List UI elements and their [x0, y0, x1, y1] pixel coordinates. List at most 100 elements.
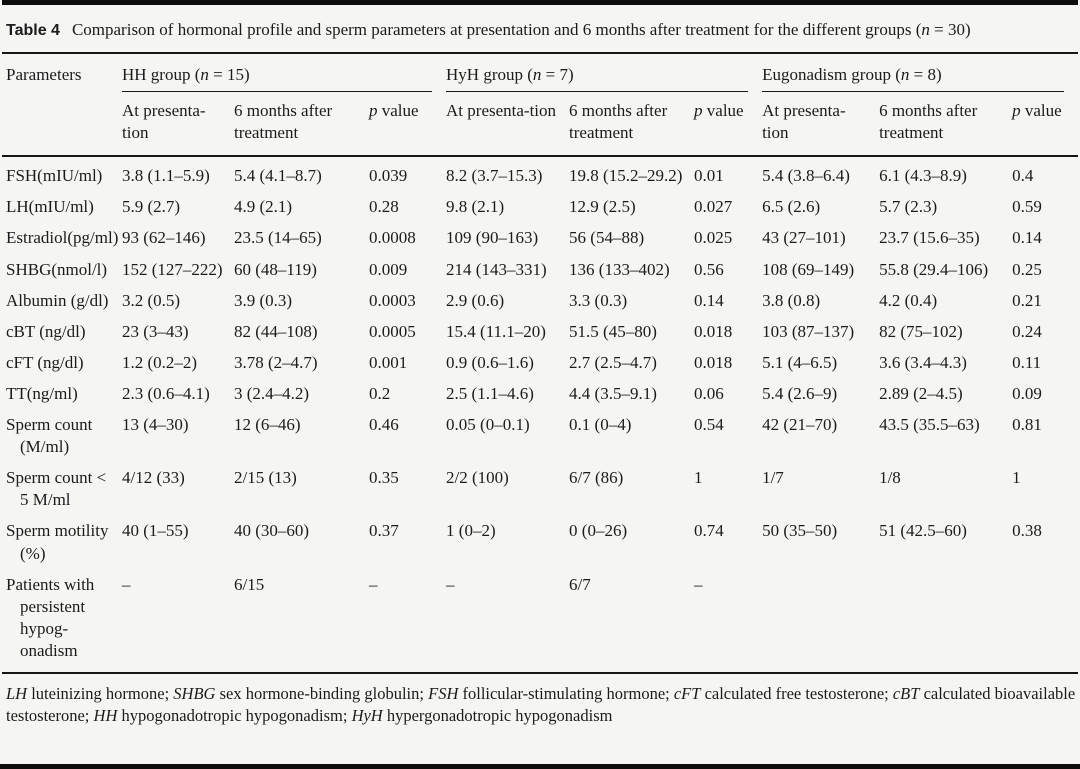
cell-value: 0.025 — [694, 228, 733, 248]
cell-value: 5.4 (4.1–8.7) — [234, 166, 322, 186]
cell-value: 1 — [694, 468, 703, 488]
table-row: Albumin (g/dl) 3.2 (0.5) 3.9 (0.3) 0.0003 2.… — [2, 282, 1078, 313]
cell-value: 43 (27–101) — [762, 228, 846, 248]
cell-value: 0.09 — [1012, 383, 1042, 403]
cell-value: 4.2 (0.4) — [879, 290, 938, 310]
footnote-text: follicular-stimulating hormone; — [458, 683, 674, 703]
cell-value: 50 (35–50) — [762, 521, 838, 541]
footnote-text: hypogonadotropic hypogonadism; — [117, 706, 352, 726]
cell-value: 3.8 (0.8) — [762, 290, 821, 310]
footnote-text: sex hormone-binding globulin; — [215, 683, 429, 703]
cell-value: 3.3 (0.3) — [569, 290, 628, 310]
table-row: SHBG(nmol/l) 152 (127–222) 60 (48–119) 0.00… — [2, 251, 1078, 282]
cell-value: 0.56 — [694, 259, 724, 279]
cell-value — [762, 565, 880, 674]
table-row: Sperm motility (%) 40 (1–55) 40 (30–60) 0.3… — [2, 512, 1078, 565]
cell-value: 8.2 (3.7–15.3) — [446, 166, 543, 186]
cell-value: 214 (143–331) — [446, 259, 547, 279]
group-header-row: Parameters HH group (n = 15) HyH group (… — [2, 54, 1078, 158]
group-name-hyh: HyH group (n = 7) — [446, 64, 749, 93]
row-parameter: SHBG(nmol/l) — [6, 259, 108, 279]
table-row: Sperm count (M/ml) 13 (4–30) 12 (6–46) 0.46… — [2, 406, 1078, 459]
row-parameter: Albumin (g/dl) — [6, 290, 109, 310]
row-parameter: TT(ng/ml) — [6, 383, 78, 403]
group-header-hh: HH group (n = 15) — [122, 54, 446, 93]
table-row: Patients with persistent hypog-onadism –6… — [2, 565, 1079, 674]
cell-value: 40 (30–60) — [234, 521, 310, 541]
p-symbol: p — [1012, 101, 1021, 121]
subheader-p-value: p value — [369, 92, 447, 158]
row-parameter: LH(mIU/ml) — [6, 197, 94, 217]
cell-value: 40 (1–55) — [122, 521, 189, 541]
cell-value: 5.9 (2.7) — [122, 197, 181, 217]
cell-value: 0.21 — [1012, 290, 1042, 310]
cell-value: 4.9 (2.1) — [234, 197, 293, 217]
cell-value: 108 (69–149) — [762, 259, 855, 279]
caption-text: Comparison of hormonal profile and sperm… — [71, 20, 922, 39]
parameters-header: Parameters — [2, 54, 122, 158]
cell-value: 2/15 (13) — [234, 468, 297, 488]
cell-value: 0.2 — [369, 383, 391, 403]
subheader-6-months-after: 6 months after treatment — [569, 92, 695, 158]
cell-value: 23.5 (14–65) — [234, 228, 322, 248]
cell-value: 0.06 — [694, 383, 724, 403]
p-symbol: p — [694, 101, 703, 121]
cell-value: 2.89 (2–4.5) — [879, 383, 963, 403]
cell-value: 2.5 (1.1–4.6) — [446, 383, 534, 403]
group-n-symbol: n — [200, 65, 209, 84]
cell-value: 2/2 (100) — [446, 468, 509, 488]
data-table: Parameters HH group (n = 15) HyH group (… — [2, 54, 1079, 674]
cell-value: 51.5 (45–80) — [569, 321, 657, 341]
group-name-eugonadism: Eugonadism group (n = 8) — [762, 64, 1065, 93]
footnote-abbreviation: SHBG — [173, 683, 216, 703]
cell-value: – — [122, 565, 234, 674]
cell-value: 0.59 — [1012, 197, 1042, 217]
subheader-at-presentation: At presenta-tion — [762, 92, 880, 158]
group-name-hh: HH group (n = 15) — [122, 64, 433, 93]
cell-value: 4/12 (33) — [122, 468, 185, 488]
subheader-6-months-after: 6 months after treatment — [879, 92, 1013, 158]
cell-value: 0.25 — [1012, 259, 1042, 279]
footnote-text: calculated bioavailable testosterone; — [6, 683, 1076, 726]
p-value-word: value — [1020, 101, 1062, 121]
footnote-abbreviation: HH — [93, 706, 118, 726]
footnote-text: luteinizing hormone; — [27, 683, 174, 703]
cell-value: 0.9 (0.6–1.6) — [446, 352, 534, 372]
group-n-symbol: n — [900, 65, 910, 84]
table-row: Sperm count < 5 M/ml 4/12 (33) 2/15 (13) 0.… — [2, 459, 1078, 512]
cell-value: 1 (0–2) — [446, 521, 496, 541]
cell-value: 60 (48–119) — [234, 259, 317, 279]
group-name-text: HH group ( — [122, 65, 201, 84]
p-value-word: value — [702, 101, 744, 121]
footnote-abbreviation: LH — [6, 683, 28, 703]
cell-value: 0.28 — [369, 197, 399, 217]
cell-value: 51 (42.5–60) — [879, 521, 967, 541]
cell-value: 0.14 — [1012, 228, 1042, 248]
group-header-hyh: HyH group (n = 7) — [446, 54, 762, 93]
cell-value: 2.7 (2.5–4.7) — [569, 352, 657, 372]
group-n-value: = 8) — [909, 65, 942, 84]
cell-value: 0.05 (0–0.1) — [446, 415, 530, 435]
group-name-text: HyH group ( — [446, 65, 533, 84]
cell-value: 0.001 — [369, 352, 408, 372]
table-row: cBT (ng/dl) 23 (3–43) 82 (44–108) 0.0005 15.… — [2, 313, 1078, 344]
caption-n-symbol: n — [921, 20, 930, 39]
subheader-6-months-after: 6 months after treatment — [234, 92, 369, 158]
cell-value: 0.0005 — [369, 321, 416, 341]
table-body: FSH(mIU/ml) 3.8 (1.1–5.9) 5.4 (4.1–8.7) 0.0… — [2, 156, 1079, 674]
row-parameter: cFT (ng/dl) — [6, 352, 84, 372]
cell-value: – — [446, 565, 570, 674]
cell-value: 4.4 (3.5–9.1) — [569, 383, 657, 403]
p-symbol: p — [369, 101, 378, 121]
row-parameter: Estradiol(pg/ml) — [6, 228, 119, 248]
group-header-eugonadism: Eugonadism group (n = 8) — [762, 54, 1078, 93]
cell-value: 43.5 (35.5–63) — [879, 415, 980, 435]
cell-value: 82 (75–102) — [879, 321, 963, 341]
caption-n-value: = 30) — [929, 20, 971, 39]
cell-value: 3.78 (2–4.7) — [234, 352, 318, 372]
cell-value: 56 (54–88) — [569, 228, 645, 248]
cell-value: 136 (133–402) — [569, 259, 670, 279]
cell-value: 109 (90–163) — [446, 228, 539, 248]
table-caption: Table 4 Comparison of hormonal profile an… — [2, 5, 1078, 54]
